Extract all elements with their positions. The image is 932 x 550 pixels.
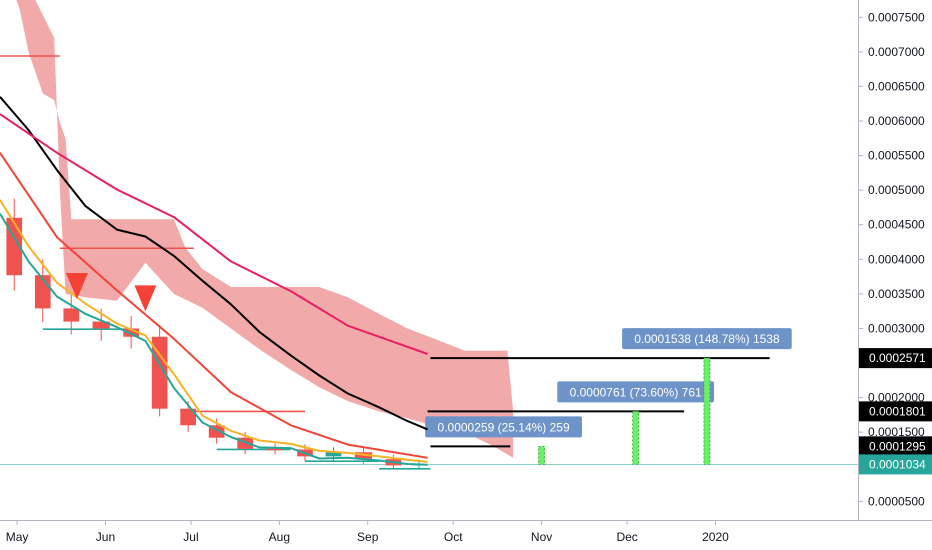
price-bar bbox=[180, 408, 196, 426]
x-tick-label: Jul bbox=[183, 530, 198, 544]
target-label-box bbox=[425, 416, 582, 438]
x-tick-label: 2020 bbox=[702, 530, 729, 544]
x-tick-label: Nov bbox=[531, 530, 552, 544]
target-marker bbox=[632, 410, 640, 465]
sell-signal-marker bbox=[134, 285, 157, 312]
y-tick-label: 0.0007000 bbox=[868, 45, 925, 59]
signal-markers bbox=[65, 272, 157, 312]
price-bar bbox=[151, 336, 168, 409]
price-tag-label: 0.0001295 bbox=[869, 439, 926, 453]
price-tag-box bbox=[859, 436, 932, 457]
target-marker bbox=[538, 445, 545, 465]
price-bar bbox=[63, 308, 80, 322]
target-label-text: 0.0001538 (148.78%) 1538 bbox=[634, 332, 780, 346]
price-bar bbox=[266, 448, 284, 451]
y-tick-label: 0.0001500 bbox=[868, 425, 925, 439]
target-label-box bbox=[622, 328, 792, 350]
cloud-layer bbox=[16, 0, 514, 458]
target-layer: 0.0000259 (25.14%) 259 0.0000761 (73.60%)… bbox=[0, 328, 858, 465]
y-tick-label: 0.0006500 bbox=[868, 79, 925, 93]
y-tick-label: 0.0004500 bbox=[868, 218, 925, 232]
price-bar bbox=[123, 328, 139, 337]
price-tag-box bbox=[859, 348, 932, 369]
x-tick-label: Sep bbox=[357, 530, 379, 544]
x-tick-label: Oct bbox=[444, 530, 463, 544]
moving-average-line bbox=[0, 96, 428, 431]
target-label-text: 0.0000761 (73.60%) 761 bbox=[570, 385, 702, 399]
moving-average-line bbox=[0, 199, 428, 463]
x-tick-label: Jun bbox=[96, 530, 115, 544]
y-tick-label: 0.0006000 bbox=[868, 114, 925, 128]
y-tick-label: 0.0002000 bbox=[868, 391, 925, 405]
price-tag-box bbox=[859, 401, 932, 422]
moving-averages bbox=[0, 96, 428, 466]
price-tag-label: 0.0001034 bbox=[869, 457, 926, 471]
y-tick-label: 0.0000500 bbox=[868, 494, 925, 508]
y-tick-label: 0.0003000 bbox=[868, 321, 925, 335]
moving-average-line bbox=[0, 152, 428, 459]
price-bar bbox=[325, 452, 342, 457]
y-tick-label: 0.0005500 bbox=[868, 149, 925, 163]
x-tick-label: Dec bbox=[616, 530, 637, 544]
price-tag-label: 0.0002571 bbox=[869, 351, 926, 365]
y-tick-label: 0.0004000 bbox=[868, 252, 925, 266]
ichimoku-cloud bbox=[16, 0, 514, 458]
price-bar bbox=[354, 452, 373, 460]
y-tick-label: 0.0005000 bbox=[868, 183, 925, 197]
moving-average-line bbox=[0, 113, 428, 355]
target-marker bbox=[703, 357, 711, 465]
x-tick-label: Aug bbox=[269, 530, 290, 544]
target-label-text: 0.0000259 (25.14%) 259 bbox=[438, 420, 570, 434]
price-tag-label: 0.0001801 bbox=[869, 404, 926, 418]
price-bar bbox=[92, 321, 110, 329]
target-label-box bbox=[557, 381, 715, 403]
sell-signal-marker bbox=[65, 272, 88, 299]
x-tick-label: May bbox=[6, 530, 29, 544]
y-tick-label: 0.0007500 bbox=[868, 10, 925, 24]
y-tick-label: 0.0003500 bbox=[868, 287, 925, 301]
moving-average-line bbox=[0, 213, 428, 466]
price-tag-box bbox=[859, 454, 932, 475]
price-tags: 0.0002571 0.0001801 0.0001295 0.0001034 bbox=[859, 348, 932, 475]
